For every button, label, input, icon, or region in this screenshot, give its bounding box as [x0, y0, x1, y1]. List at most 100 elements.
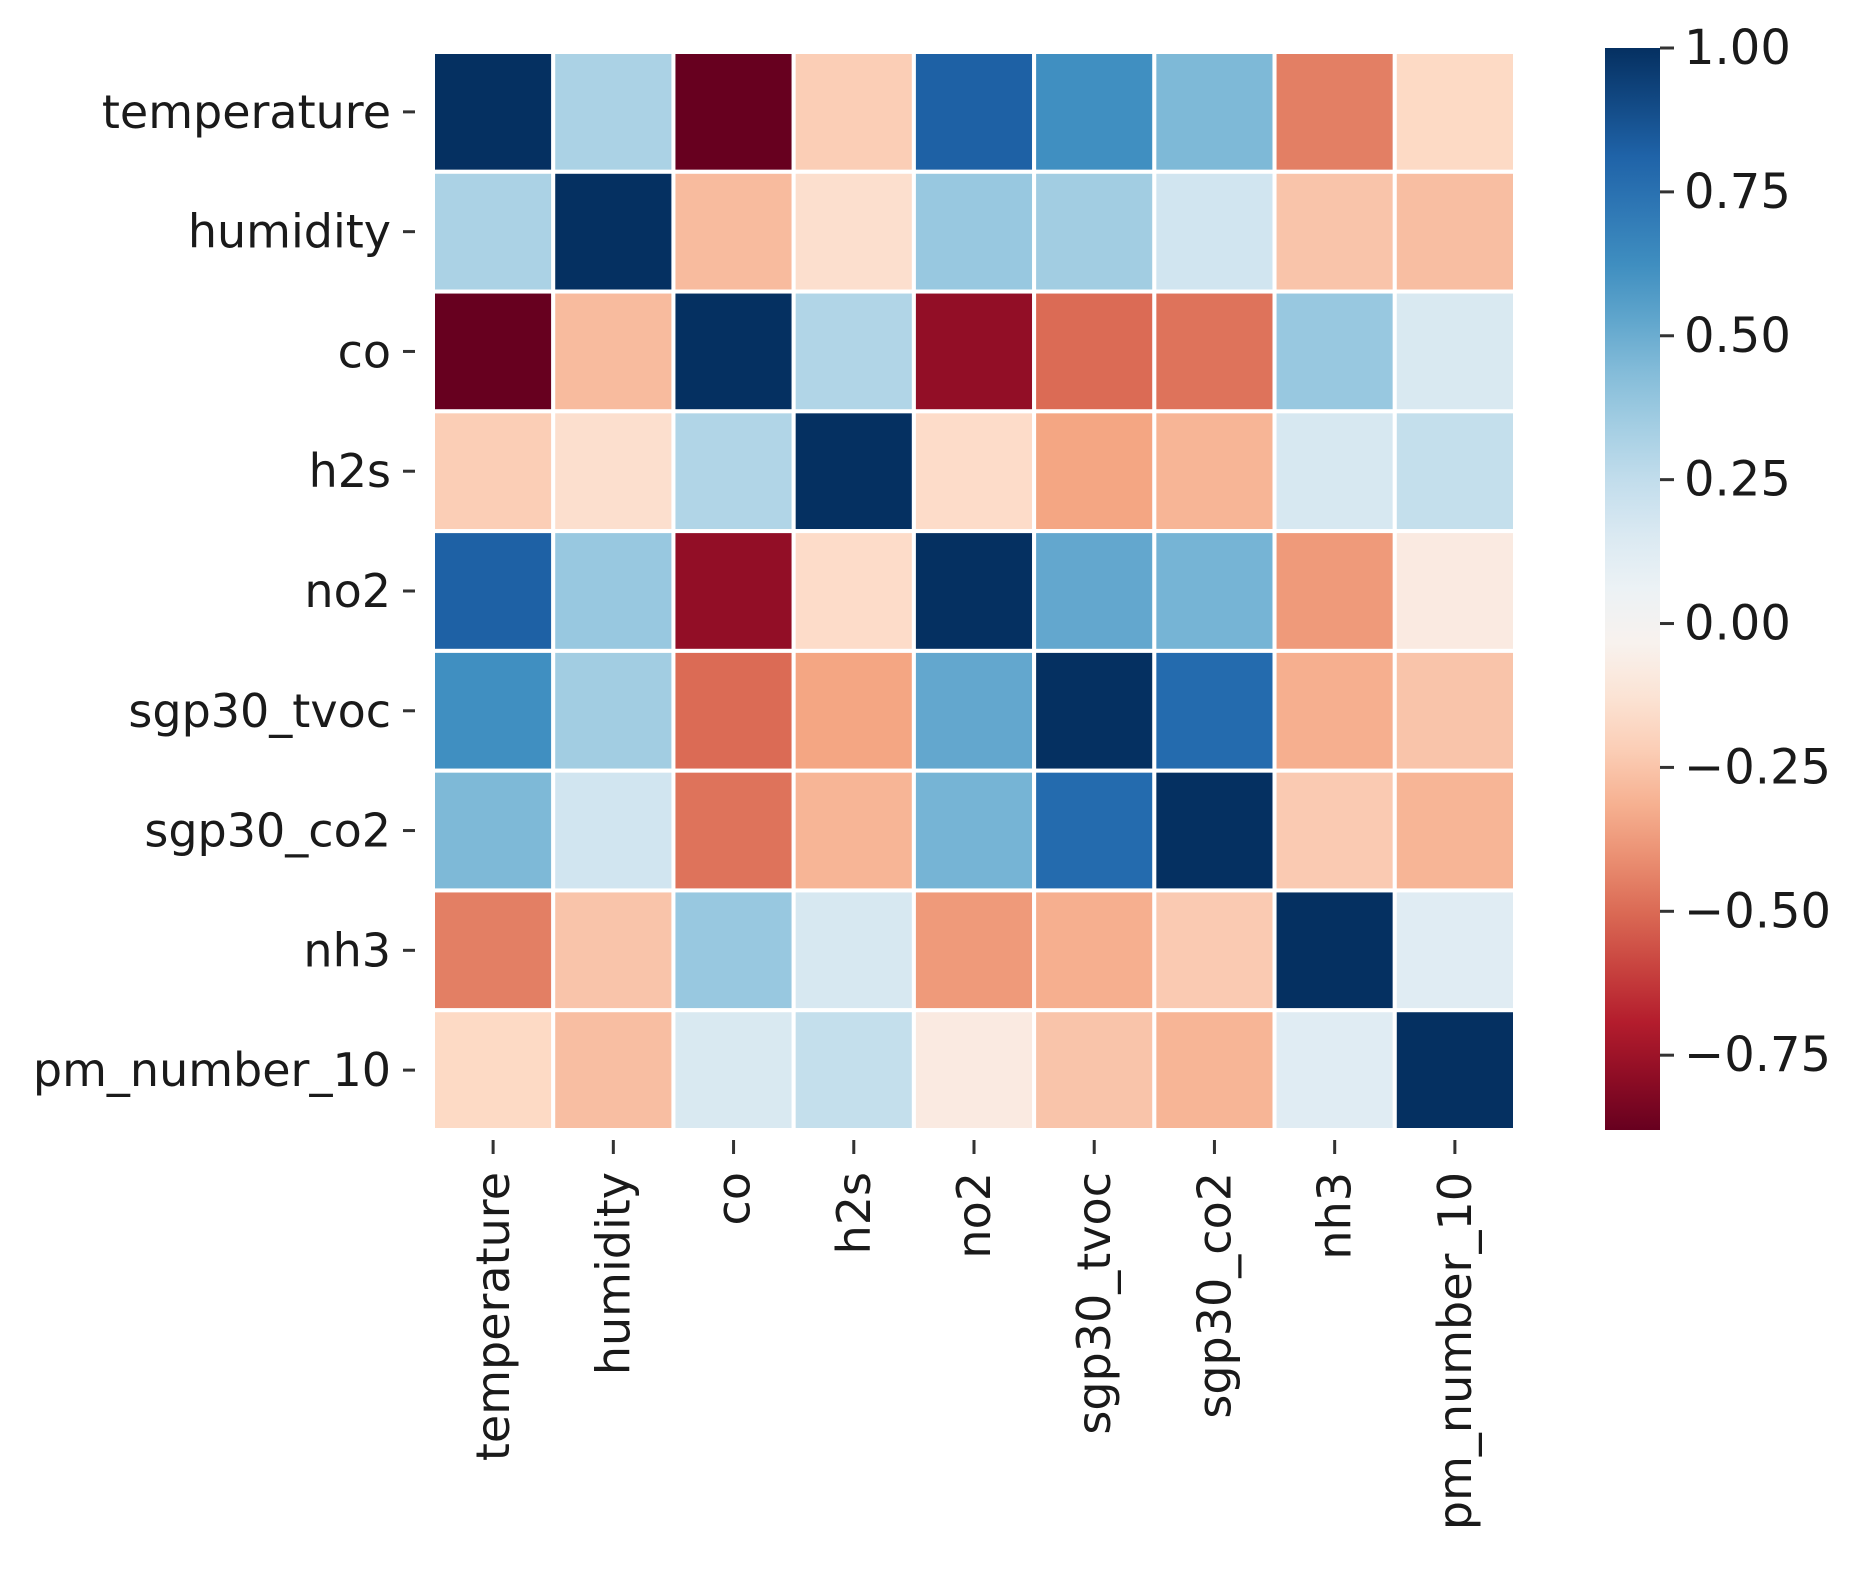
heatmap-cell-temperature-temperature	[431, 50, 556, 174]
heatmap-cell-temperature-pm_number_10	[1392, 50, 1518, 174]
heatmap-cell-co-sgp30_co2	[1152, 289, 1277, 414]
heatmap-cell-humidity-no2	[911, 169, 1037, 294]
heatmap-cell-temperature-sgp30_tvoc	[1032, 50, 1157, 174]
heatmap-cell-pm_number_10-temperature	[431, 1008, 556, 1133]
heatmap-cell-pm_number_10-humidity	[551, 1008, 676, 1133]
heatmap-cell-co-nh3	[1272, 289, 1397, 414]
heatmap-cell-no2-no2	[911, 529, 1037, 653]
colorbar-scale	[1605, 48, 1660, 1130]
y-tick-label-nh3: nh3	[303, 923, 391, 977]
heatmap-cell-humidity-sgp30_tvoc	[1032, 169, 1157, 294]
heatmap-cell-no2-temperature	[431, 529, 556, 653]
heatmap-cell-sgp30_tvoc-sgp30_co2	[1152, 648, 1277, 773]
x-tick-label-co: co	[707, 1172, 761, 1225]
heatmap-cell-h2s-temperature	[431, 409, 556, 534]
heatmap-cell-pm_number_10-h2s	[791, 1008, 916, 1133]
heatmap-cell-sgp30_co2-humidity	[551, 768, 676, 893]
heatmap-cells	[431, 50, 1518, 1133]
heatmap-cell-pm_number_10-pm_number_10	[1392, 1008, 1518, 1133]
heatmap-cell-pm_number_10-nh3	[1272, 1008, 1397, 1133]
heatmap-cell-nh3-nh3	[1272, 888, 1397, 1013]
x-tick-label-no2: no2	[947, 1172, 1001, 1259]
x-tick-label-pm_number_10: pm_number_10	[1428, 1172, 1482, 1530]
heatmap-cell-nh3-temperature	[431, 888, 556, 1013]
y-tick-label-h2s: h2s	[309, 444, 391, 498]
heatmap-cell-h2s-sgp30_co2	[1152, 409, 1277, 534]
heatmap-cell-sgp30_tvoc-co	[671, 648, 796, 773]
heatmap-cell-nh3-pm_number_10	[1392, 888, 1518, 1013]
heatmap-cell-temperature-co	[671, 50, 796, 174]
heatmap-cell-pm_number_10-sgp30_co2	[1152, 1008, 1277, 1133]
heatmap-cell-sgp30_tvoc-sgp30_tvoc	[1032, 648, 1157, 773]
heatmap-cell-sgp30_tvoc-pm_number_10	[1392, 648, 1518, 773]
heatmap-cell-co-no2	[911, 289, 1037, 414]
heatmap-cell-sgp30_co2-sgp30_co2	[1152, 768, 1277, 893]
y-tick-label-pm_number_10: pm_number_10	[33, 1043, 391, 1097]
y-tick-label-humidity: humidity	[188, 205, 391, 259]
heatmap-cell-nh3-no2	[911, 888, 1037, 1013]
heatmap-cell-sgp30_co2-h2s	[791, 768, 916, 893]
heatmap-cell-co-temperature	[431, 289, 556, 414]
colorbar-tick-label: −0.25	[1684, 739, 1831, 795]
heatmap-cell-sgp30_co2-temperature	[431, 768, 556, 893]
heatmap-cell-co-co	[671, 289, 796, 414]
heatmap-cell-h2s-humidity	[551, 409, 676, 534]
heatmap-cell-co-pm_number_10	[1392, 289, 1518, 414]
colorbar-tick-label: 0.75	[1684, 164, 1791, 220]
heatmap-cell-sgp30_co2-no2	[911, 768, 1037, 893]
y-tick-label-sgp30_tvoc: sgp30_tvoc	[128, 684, 391, 738]
heatmap-cell-no2-h2s	[791, 529, 916, 653]
heatmap-cell-nh3-sgp30_co2	[1152, 888, 1277, 1013]
colorbar-tick-label: 0.25	[1684, 452, 1791, 508]
heatmap-cell-humidity-pm_number_10	[1392, 169, 1518, 294]
y-tick-label-co: co	[338, 324, 391, 378]
x-tick-label-sgp30_tvoc: sgp30_tvoc	[1067, 1172, 1121, 1435]
heatmap-cell-h2s-h2s	[791, 409, 916, 534]
heatmap-cell-humidity-co	[671, 169, 796, 294]
heatmap-cell-temperature-sgp30_co2	[1152, 50, 1277, 174]
heatmap-cell-co-humidity	[551, 289, 676, 414]
heatmap-cell-co-h2s	[791, 289, 916, 414]
heatmap-cell-pm_number_10-no2	[911, 1008, 1037, 1133]
colorbar-tick-label: −0.50	[1684, 883, 1831, 939]
heatmap-cell-co-sgp30_tvoc	[1032, 289, 1157, 414]
heatmap-cell-pm_number_10-sgp30_tvoc	[1032, 1008, 1157, 1133]
x-tick-label-temperature: temperature	[466, 1172, 520, 1461]
heatmap-cell-pm_number_10-co	[671, 1008, 796, 1133]
heatmap-cell-sgp30_co2-co	[671, 768, 796, 893]
y-tick-label-no2: no2	[304, 564, 391, 618]
x-tick-label-sgp30_co2: sgp30_co2	[1187, 1172, 1241, 1419]
heatmap-cell-humidity-h2s	[791, 169, 916, 294]
heatmap-cell-no2-nh3	[1272, 529, 1397, 653]
heatmap-cell-no2-sgp30_co2	[1152, 529, 1277, 653]
heatmap-cell-humidity-nh3	[1272, 169, 1397, 294]
heatmap-cell-sgp30_co2-sgp30_tvoc	[1032, 768, 1157, 893]
heatmap-cell-no2-pm_number_10	[1392, 529, 1518, 653]
heatmap-cell-no2-sgp30_tvoc	[1032, 529, 1157, 653]
heatmap-cell-sgp30_tvoc-nh3	[1272, 648, 1397, 773]
colorbar-tick-label: 0.00	[1684, 596, 1791, 652]
x-axis: temperature humidity co h2s no2 sgp30_tvoc sgp…	[466, 1140, 1482, 1530]
heatmap-cell-sgp30_tvoc-no2	[911, 648, 1037, 773]
x-tick-label-h2s: h2s	[827, 1172, 881, 1254]
colorbar-tick-label: 0.50	[1684, 308, 1791, 364]
heatmap-cell-no2-co	[671, 529, 796, 653]
y-tick-label-temperature: temperature	[102, 85, 391, 139]
heatmap-cell-nh3-h2s	[791, 888, 916, 1013]
x-tick-label-nh3: nh3	[1308, 1172, 1362, 1260]
heatmap-cell-sgp30_co2-pm_number_10	[1392, 768, 1518, 893]
heatmap-cell-sgp30_tvoc-h2s	[791, 648, 916, 773]
heatmap-cell-nh3-co	[671, 888, 796, 1013]
heatmap-cell-h2s-co	[671, 409, 796, 534]
heatmap-cell-sgp30_co2-nh3	[1272, 768, 1397, 893]
heatmap-cell-no2-humidity	[551, 529, 676, 653]
heatmap-cell-temperature-humidity	[551, 50, 676, 174]
heatmap-cell-nh3-sgp30_tvoc	[1032, 888, 1157, 1013]
heatmap-cell-nh3-humidity	[551, 888, 676, 1013]
heatmap-cell-sgp30_tvoc-humidity	[551, 648, 676, 773]
y-tick-label-sgp30_co2: sgp30_co2	[144, 804, 391, 858]
heatmap-cell-h2s-no2	[911, 409, 1037, 534]
heatmap-cell-humidity-sgp30_co2	[1152, 169, 1277, 294]
heatmap-cell-sgp30_tvoc-temperature	[431, 648, 556, 773]
